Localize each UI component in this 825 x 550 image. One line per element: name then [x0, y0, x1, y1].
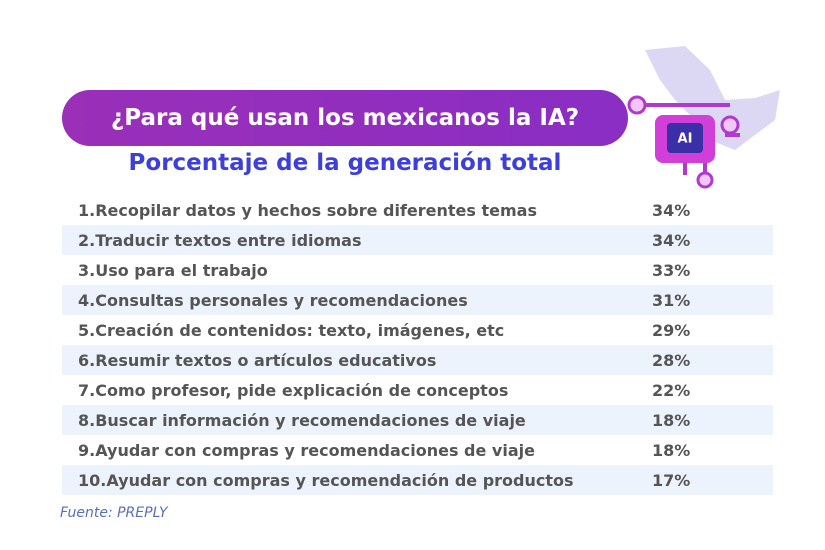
node: [696, 171, 714, 189]
row-percentage: 28%: [652, 350, 691, 370]
table-row: 10.Ayudar con compras y recomendación de…: [62, 465, 773, 495]
row-percentage: 34%: [652, 200, 691, 220]
row-percentage: 17%: [652, 470, 691, 490]
row-label: 5.Creación de contenidos: texto, imágene…: [78, 320, 505, 340]
row-label: 8.Buscar información y recomendaciones d…: [78, 410, 526, 430]
row-label: 7.Como profesor, pide explicación de con…: [78, 380, 509, 400]
table-row: 4.Consultas personales y recomendaciones…: [62, 285, 773, 315]
row-percentage: 29%: [652, 320, 691, 340]
ai-map-icon: AI: [627, 46, 780, 189]
subtitle: Porcentaje de la generación total: [128, 150, 562, 176]
table-row: 1.Recopilar datos y hechos sobre diferen…: [62, 195, 773, 225]
table-row: 9.Ayudar con compras y recomendaciones d…: [62, 435, 773, 465]
row-percentage: 34%: [652, 230, 691, 250]
map-shape: [645, 46, 780, 150]
table-row: 5.Creación de contenidos: texto, imágene…: [62, 315, 773, 345]
chip-core: [667, 123, 703, 153]
row-label: 1.Recopilar datos y hechos sobre diferen…: [78, 200, 537, 220]
node: [720, 115, 740, 135]
title: ¿Para qué usan los mexicanos la IA?: [110, 105, 580, 131]
table-row: 3.Uso para el trabajo 33%: [62, 255, 773, 285]
row-percentage: 33%: [652, 260, 691, 280]
icon-label: AI: [678, 132, 693, 147]
row-percentage: 18%: [652, 440, 691, 460]
table-row: 6.Resumir textos o artículos educativos 2…: [62, 345, 773, 375]
row-label: 3.Uso para el trabajo: [78, 260, 268, 280]
title-banner: ¿Para qué usan los mexicanos la IA?: [62, 90, 628, 146]
row-label: 6.Resumir textos o artículos educativos: [78, 350, 437, 370]
row-label: 9.Ayudar con compras y recomendaciones d…: [78, 440, 535, 460]
table-row: 7.Como profesor, pide explicación de con…: [62, 375, 773, 405]
table-row: 2.Traducir textos entre idiomas 34%: [62, 225, 773, 255]
row-percentage: 18%: [652, 410, 691, 430]
row-label: 10.Ayudar con compras y recomendación de…: [78, 470, 574, 490]
table: 1.Recopilar datos y hechos sobre diferen…: [62, 195, 773, 495]
node: [627, 95, 647, 115]
row-percentage: 31%: [652, 290, 691, 310]
source: Fuente: PREPLY: [60, 505, 168, 521]
row-percentage: 22%: [652, 380, 691, 400]
row-label: 2.Traducir textos entre idiomas: [78, 230, 362, 250]
table-row: 8.Buscar información y recomendaciones d…: [62, 405, 773, 435]
row-label: 4.Consultas personales y recomendaciones: [78, 290, 468, 310]
